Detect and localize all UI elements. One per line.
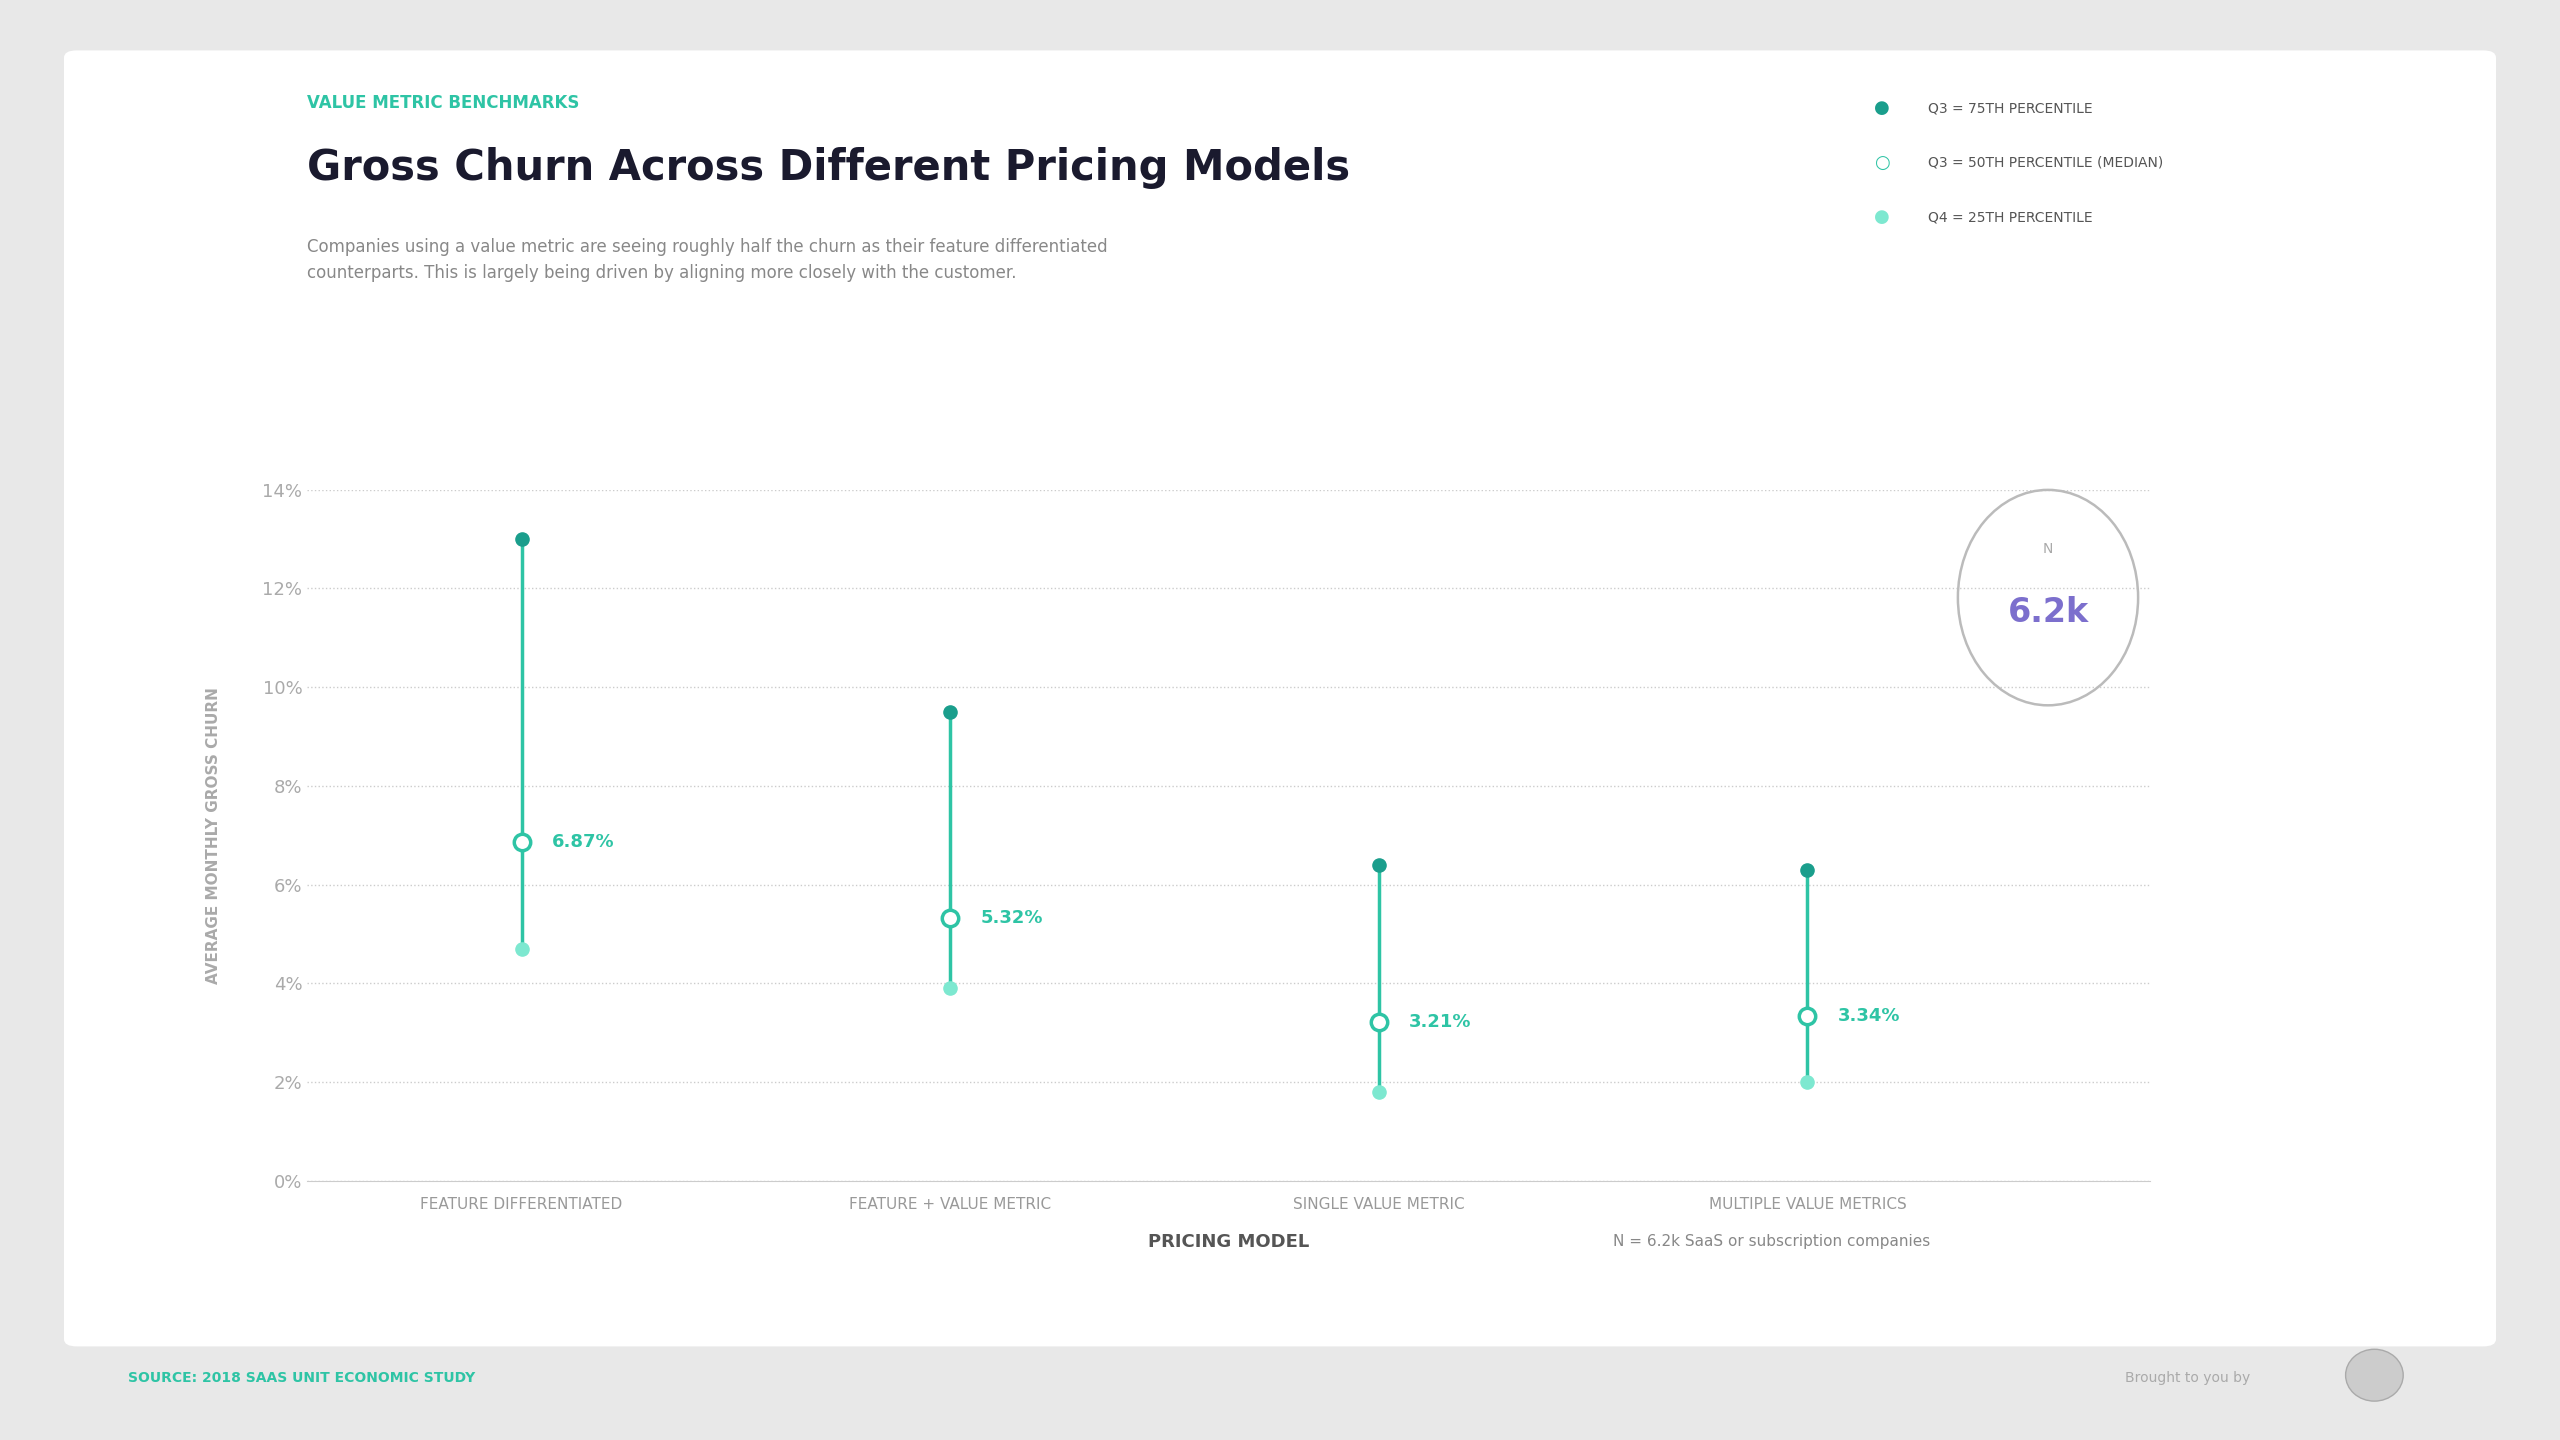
Text: ●: ● [1874, 154, 1889, 171]
Text: Q4 = 25TH PERCENTILE: Q4 = 25TH PERCENTILE [1928, 210, 2092, 225]
Text: Q3 = 50TH PERCENTILE (MEDIAN): Q3 = 50TH PERCENTILE (MEDIAN) [1928, 156, 2163, 170]
Text: 3.21%: 3.21% [1408, 1014, 1472, 1031]
Text: VALUE METRIC BENCHMARKS: VALUE METRIC BENCHMARKS [307, 94, 579, 112]
Point [502, 937, 543, 960]
X-axis label: PRICING MODEL: PRICING MODEL [1149, 1233, 1308, 1251]
Point [1359, 1011, 1400, 1034]
Text: 5.32%: 5.32% [980, 909, 1042, 927]
Text: Q3 = 75TH PERCENTILE: Q3 = 75TH PERCENTILE [1928, 101, 2092, 115]
Point [1359, 854, 1400, 877]
Text: ●: ● [1874, 209, 1889, 226]
Y-axis label: AVERAGE MONTHLY GROSS CHURN: AVERAGE MONTHLY GROSS CHURN [205, 687, 220, 984]
Text: SOURCE: 2018 SAAS UNIT ECONOMIC STUDY: SOURCE: 2018 SAAS UNIT ECONOMIC STUDY [128, 1371, 476, 1385]
Text: ○: ○ [1874, 154, 1889, 171]
Text: ●: ● [1874, 99, 1889, 117]
Point [1359, 1080, 1400, 1103]
Text: Gross Churn Across Different Pricing Models: Gross Churn Across Different Pricing Mod… [307, 147, 1349, 189]
Text: N: N [2043, 541, 2053, 556]
Point [1787, 1004, 1828, 1027]
Point [1787, 858, 1828, 881]
Point [929, 700, 970, 723]
Text: 6.87%: 6.87% [550, 832, 614, 851]
Point [502, 829, 543, 852]
Circle shape [2345, 1349, 2404, 1401]
Text: N = 6.2k SaaS or subscription companies: N = 6.2k SaaS or subscription companies [1613, 1234, 1930, 1248]
Point [929, 907, 970, 930]
Text: 3.34%: 3.34% [1838, 1007, 1900, 1025]
Point [929, 976, 970, 999]
Point [502, 527, 543, 550]
Text: 6.2k: 6.2k [2007, 596, 2089, 629]
Text: Brought to you by: Brought to you by [2125, 1371, 2250, 1385]
Text: Companies using a value metric are seeing roughly half the churn as their featur: Companies using a value metric are seein… [307, 238, 1108, 282]
Point [1787, 1070, 1828, 1093]
